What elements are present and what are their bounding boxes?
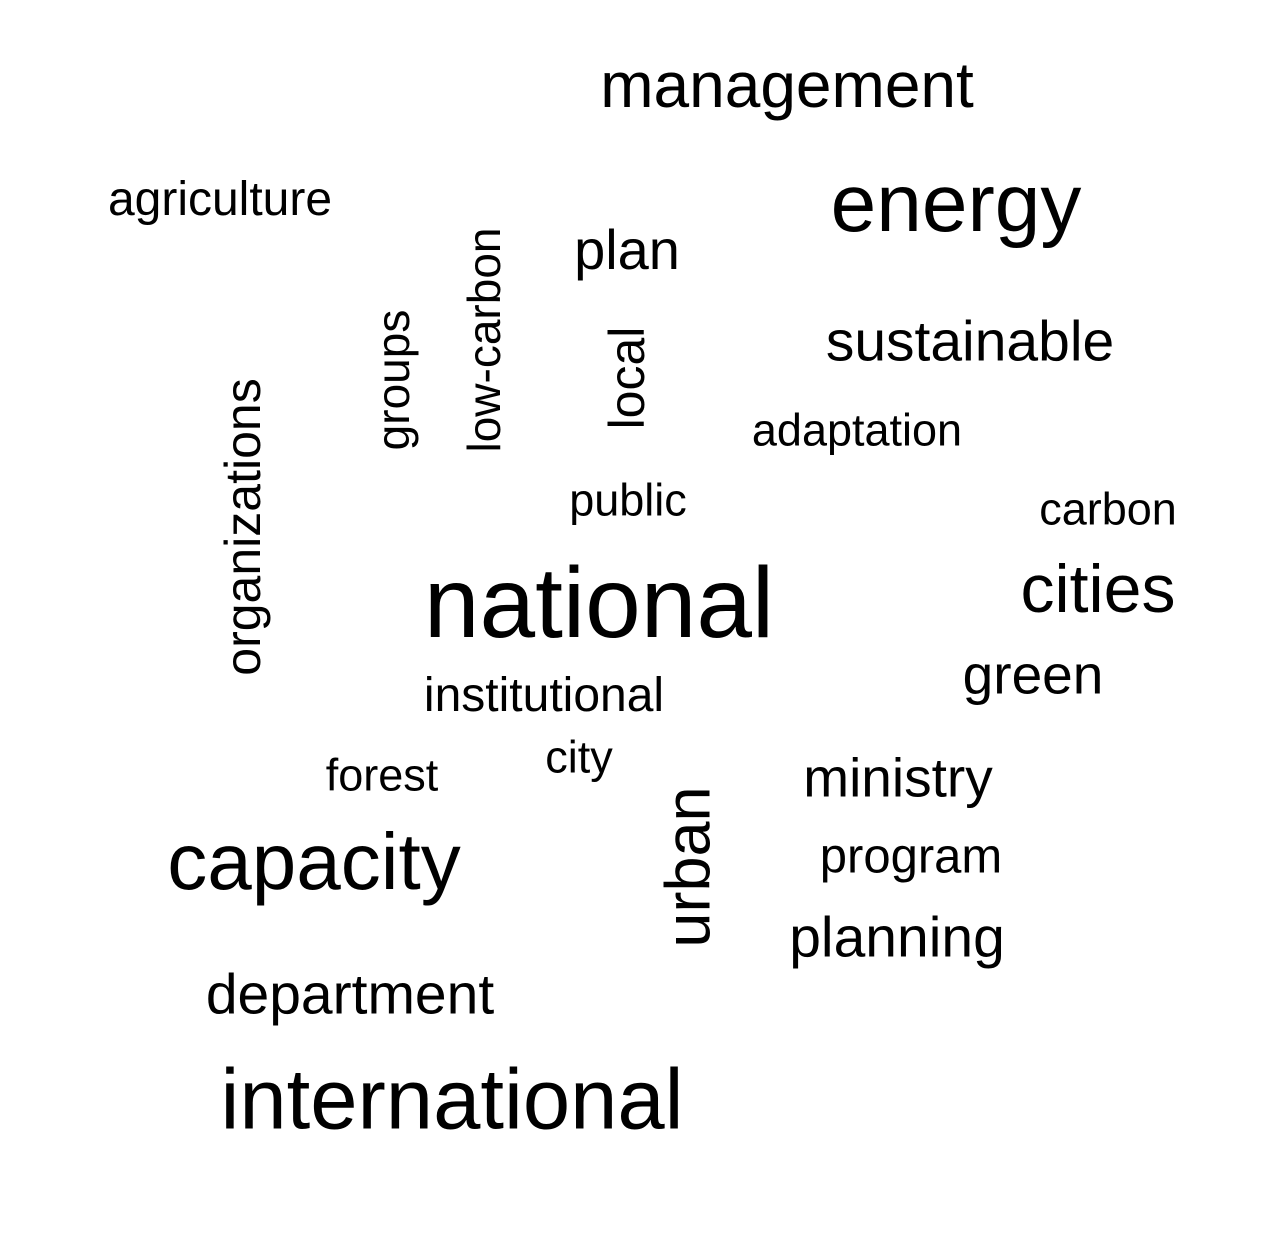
word-planning: planning	[789, 905, 1005, 970]
word-ministry: ministry	[803, 746, 993, 809]
word-program: program	[819, 829, 1003, 884]
word-energy: energy	[830, 158, 1082, 249]
word-public: public	[569, 474, 687, 526]
word-plan: plan	[574, 218, 680, 281]
word-low-carbon: low-carbon	[458, 227, 510, 453]
word-national: national	[423, 547, 775, 659]
word-sustainable: sustainable	[825, 309, 1115, 374]
word-green: green	[962, 643, 1104, 706]
word-city: city	[545, 731, 613, 783]
word-capacity: capacity	[167, 817, 461, 906]
word-institutional: institutional	[423, 669, 665, 722]
word-adaptation: adaptation	[751, 404, 963, 456]
word-forest: forest	[325, 749, 439, 801]
word-urban: urban	[653, 786, 724, 948]
word-management: management	[600, 49, 974, 121]
word-international: international	[220, 1052, 684, 1148]
word-agriculture: agriculture	[107, 173, 333, 226]
word-local: local	[599, 326, 655, 430]
word-department: department	[205, 962, 495, 1027]
word-organizations: organizations	[215, 378, 271, 676]
word-cities: cities	[1020, 551, 1176, 627]
word-groups: groups	[367, 309, 419, 451]
word-carbon: carbon	[1039, 483, 1177, 535]
